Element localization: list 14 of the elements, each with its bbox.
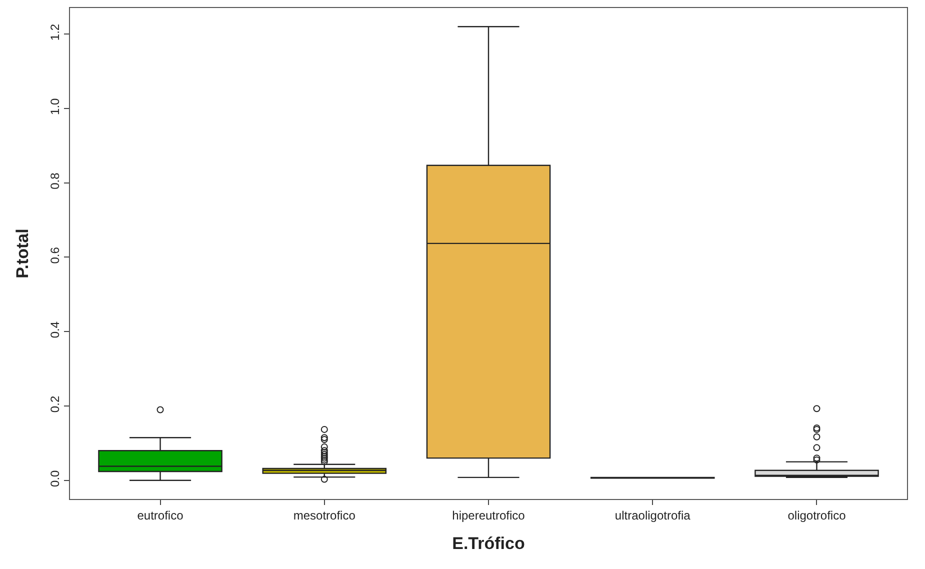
x-tick-label: oligotrofico [788, 508, 846, 522]
x-axis-title: E.Trófico [452, 534, 525, 553]
x-tick-label: mesotrofico [293, 508, 356, 522]
y-tick-label: 0.8 [48, 172, 62, 190]
x-tick-label: hipereutrofico [452, 508, 526, 522]
y-tick-label: 0.0 [48, 470, 62, 487]
y-tick-label: 1.2 [48, 24, 62, 41]
x-tick-label: ultraoligotrofia [614, 508, 691, 522]
y-axis-title: P.total [12, 228, 32, 278]
y-tick-label: 0.2 [48, 396, 62, 413]
y-tick-label: 1.0 [48, 98, 62, 115]
x-tick-label: eutrofico [137, 508, 184, 522]
y-tick-label: 0.6 [48, 246, 62, 264]
y-tick-label: 0.4 [48, 321, 62, 338]
